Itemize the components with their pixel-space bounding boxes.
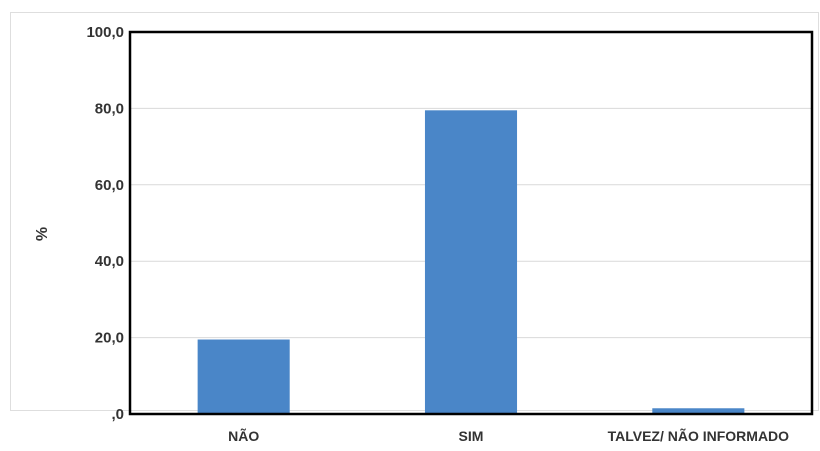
bar-0 — [197, 339, 290, 414]
bar-1 — [424, 110, 518, 414]
x-category-label: SIM — [459, 428, 484, 444]
bar-2 — [652, 408, 745, 414]
x-axis-categories: NÃO SIM TALVEZ/ NÃO INFORMADO — [228, 427, 789, 444]
y-tick-label: ,0 — [111, 406, 124, 423]
y-tick-label: 60,0 — [95, 177, 124, 194]
x-category-label: NÃO — [228, 427, 259, 444]
y-tick-label: 80,0 — [95, 100, 124, 117]
y-tick-label: 20,0 — [95, 330, 124, 347]
x-category-label: TALVEZ/ NÃO INFORMADO — [608, 427, 790, 444]
bars — [197, 110, 745, 414]
y-axis-title: % — [34, 227, 51, 241]
chart-frame — [10, 12, 819, 411]
y-tick-label: 40,0 — [95, 253, 124, 270]
y-axis-ticks: ,0 20,0 40,0 60,0 80,0 100,0 — [86, 24, 124, 423]
plot-border — [128, 30, 814, 416]
y-tick-label: 100,0 — [86, 24, 124, 41]
